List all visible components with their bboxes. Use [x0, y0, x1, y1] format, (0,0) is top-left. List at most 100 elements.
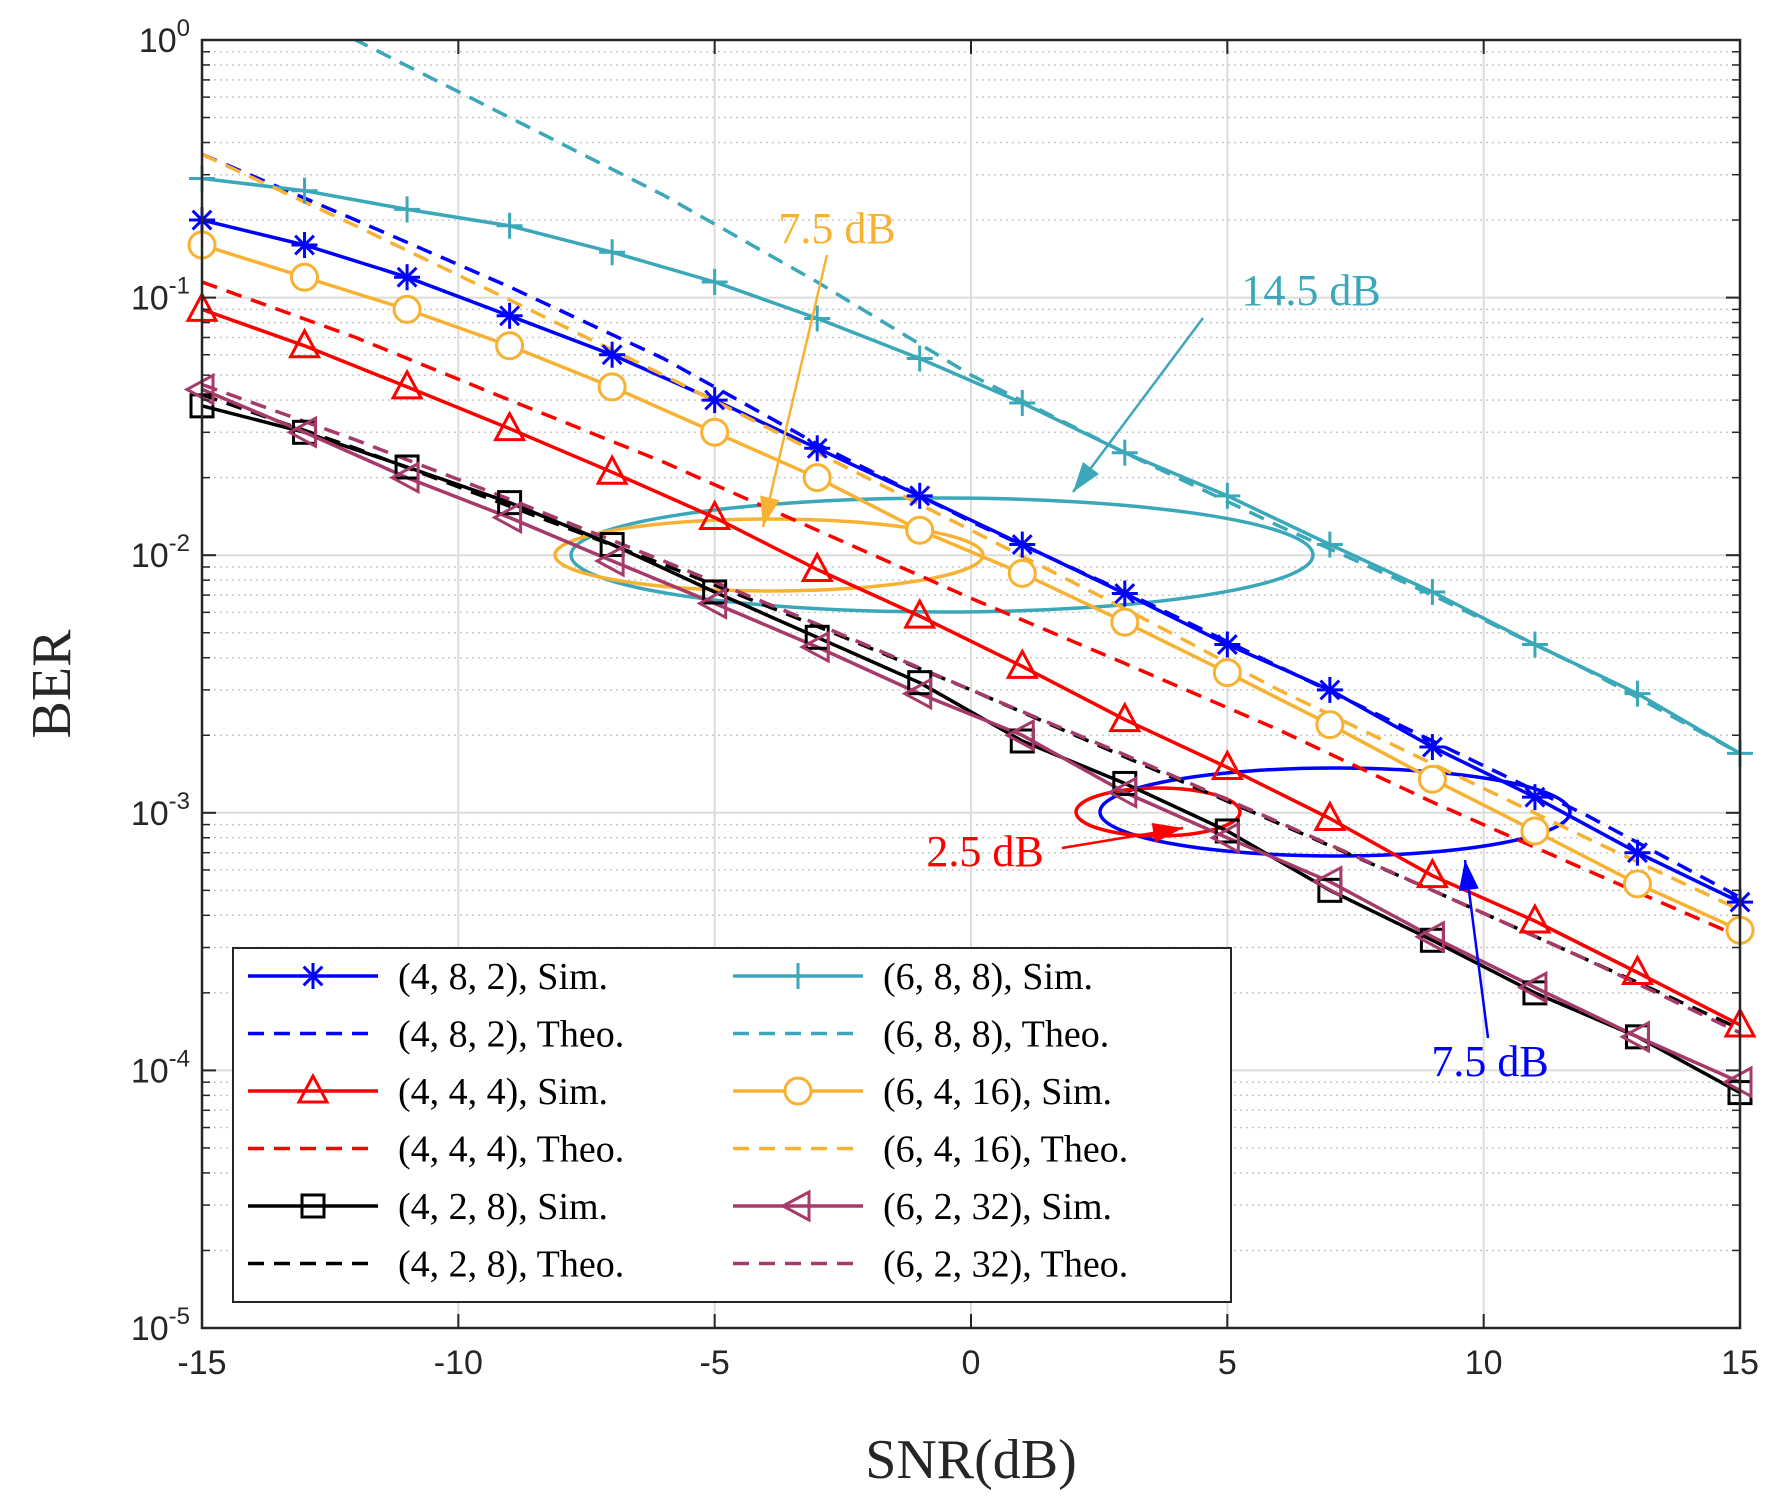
- legend-label: (4, 4, 4), Sim.: [398, 1071, 608, 1113]
- arrow-head: [760, 495, 780, 527]
- data-point: [1009, 531, 1036, 558]
- annotation-label-blue: 7.5 dB: [1431, 1037, 1548, 1086]
- data-point: [1311, 865, 1343, 899]
- data-point: [394, 264, 421, 291]
- data-point: [493, 410, 527, 442]
- data-point: [696, 586, 728, 620]
- x-tick-label: 10: [1465, 1344, 1503, 1382]
- legend-label: (4, 8, 2), Theo.: [398, 1014, 624, 1056]
- legend: (4, 8, 2), Sim. (4, 8, 2), Theo. (4, 4, 4)…: [232, 947, 1232, 1303]
- y-tick-label: 100: [139, 15, 190, 60]
- series-line-7: [202, 176, 1740, 755]
- data-point: [1624, 680, 1651, 707]
- legend-label: (4, 2, 8), Sim.: [398, 1186, 608, 1228]
- arrow-head: [1151, 823, 1183, 843]
- legend-label: (6, 8, 8), Sim.: [883, 956, 1093, 998]
- series-line-8: [352, 40, 1740, 755]
- data-point: [906, 482, 933, 509]
- data-point: [1518, 902, 1552, 934]
- series-line-11: [202, 387, 1740, 1084]
- data-point: [800, 551, 834, 583]
- data-point: [597, 372, 627, 402]
- annotation-arrow-red: [1061, 823, 1184, 850]
- data-point: [495, 331, 525, 361]
- data-point: [291, 232, 318, 259]
- legend-swatch-marker: [300, 1193, 326, 1219]
- data-point: [701, 387, 728, 414]
- data-point: [1108, 701, 1142, 733]
- data-point: [1415, 857, 1449, 889]
- y-tick-label: 10-5: [131, 1303, 190, 1348]
- legend-label: (6, 2, 32), Theo.: [883, 1244, 1128, 1286]
- data-point: [700, 417, 730, 447]
- series-line-12: [202, 382, 1740, 1035]
- legend-label: (4, 4, 4), Theo.: [398, 1129, 624, 1171]
- legend-label: (6, 4, 16), Theo.: [883, 1129, 1128, 1171]
- marker-stroke: [396, 266, 418, 288]
- arrow-head: [1073, 461, 1099, 492]
- y-tick-label: 10-1: [131, 273, 190, 318]
- data-point: [901, 677, 933, 711]
- data-point: [1209, 821, 1240, 855]
- data-point: [1316, 676, 1343, 703]
- data-point: [1005, 648, 1039, 679]
- data-point: [394, 196, 421, 223]
- annotation-label-red: 2.5 dB: [926, 827, 1043, 876]
- legend-swatch-marker: [296, 1072, 330, 1104]
- data-point: [802, 463, 832, 493]
- data-point: [1516, 970, 1548, 1004]
- series-line-9: [202, 243, 1740, 932]
- series-line-3: [202, 307, 1740, 1027]
- data-point: [1106, 775, 1138, 809]
- series-line-4: [202, 280, 1740, 939]
- x-tick-label: 0: [962, 1344, 981, 1382]
- data-point: [1520, 816, 1550, 846]
- data-point: [1622, 869, 1652, 899]
- marker-stroke: [1216, 634, 1238, 655]
- data-point: [1004, 718, 1035, 752]
- legend-label: (6, 8, 8), Theo.: [883, 1014, 1109, 1056]
- data-point: [1111, 439, 1138, 466]
- y-tick-label: 10-2: [131, 530, 190, 575]
- data-point: [1619, 1020, 1650, 1054]
- data-point: [286, 415, 318, 449]
- series-lines: [202, 40, 1740, 1095]
- data-point: [804, 305, 831, 332]
- data-point: [496, 212, 523, 239]
- x-axis-label: SNR(dB): [865, 1429, 1077, 1491]
- data-point: [496, 302, 523, 329]
- data-point: [392, 294, 422, 324]
- annotation-ellipse-teal: [569, 496, 1315, 614]
- data-point: [1624, 839, 1651, 866]
- marker-stroke: [806, 437, 828, 459]
- data-point: [1110, 607, 1140, 637]
- annotation-label-teal: 14.5 dB: [1241, 266, 1380, 315]
- data-point: [599, 532, 625, 558]
- marker-stroke: [1319, 679, 1341, 701]
- data-point: [1419, 734, 1446, 761]
- data-point: [1009, 389, 1036, 416]
- marker-stroke: [1524, 786, 1546, 808]
- data-point: [903, 597, 937, 629]
- data-point: [1007, 558, 1037, 588]
- marker-stroke: [704, 389, 726, 411]
- annotation-arrow-blue: [1458, 859, 1490, 1039]
- legend-entries: (4, 8, 2), Sim. (4, 8, 2), Theo. (4, 4, 4)…: [248, 956, 1128, 1286]
- data-point: [1212, 658, 1242, 688]
- annotation-label-orange: 7.5 dB: [778, 204, 895, 253]
- data-point: [1620, 954, 1654, 985]
- x-tick-label: -5: [700, 1344, 730, 1382]
- data-point: [1419, 578, 1446, 605]
- data-point: [599, 239, 626, 266]
- axis-ticks: [201, 39, 1741, 1329]
- data-point: [291, 177, 318, 204]
- marker-stroke: [909, 485, 931, 507]
- data-point: [1313, 800, 1347, 832]
- data-point: [698, 499, 732, 531]
- data-point: [1521, 784, 1548, 811]
- marker-stroke: [302, 965, 324, 987]
- legend-swatch-marker: [785, 963, 811, 989]
- y-axis-label: BER: [21, 629, 83, 739]
- data-point: [701, 268, 728, 295]
